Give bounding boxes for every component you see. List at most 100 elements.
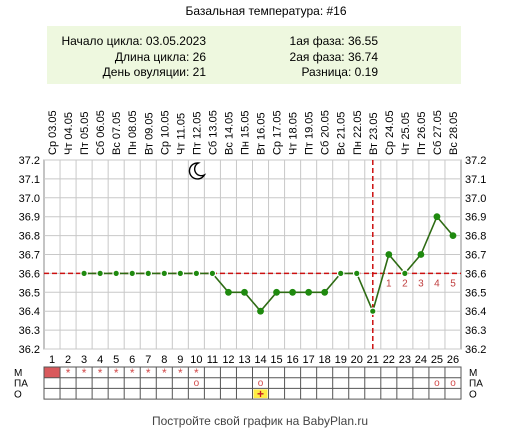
y-tick-label-right: 36.3 (465, 325, 486, 337)
day-number: 5 (113, 354, 119, 366)
data-point (176, 269, 185, 278)
date-label: Сб 06.05 (95, 110, 107, 155)
day-number: 6 (129, 354, 135, 366)
data-point (128, 269, 137, 278)
day-number: 10 (190, 354, 202, 366)
day-number: 17 (303, 354, 315, 366)
data-point (305, 288, 313, 296)
date-label: Вт 16.05 (256, 112, 268, 155)
date-label: Пн 22.05 (352, 110, 364, 155)
footer-link[interactable]: Постройте свой график на BabyPlan.ru (152, 414, 368, 428)
y-tick-label-right: 37.2 (465, 155, 486, 167)
date-label: Вт 23.05 (368, 112, 380, 155)
day-number: 2 (65, 354, 71, 366)
menses-cell-heavy (44, 367, 61, 378)
date-labels: Ср 03.05 Чт 04.05 Пт 05.05 Сб 06.05 Вс 07.05… (47, 110, 460, 155)
day-number: 21 (367, 354, 379, 366)
day-number: 20 (351, 354, 363, 366)
y-tick-label-left: 36.9 (19, 212, 40, 224)
y-tick-label-right: 36.2 (465, 344, 486, 356)
phase-difference: Разница: 0.19 (301, 65, 378, 79)
date-label: Сб 20.05 (320, 110, 332, 155)
day-number: 1 (49, 354, 55, 366)
day-number: 13 (238, 354, 250, 366)
date-label: Вс 14.05 (223, 112, 235, 155)
post-ovulation-label: 1 (386, 278, 392, 289)
phase-1: 1ая фаза: 36.55 (290, 34, 379, 48)
day-number: 18 (319, 354, 331, 366)
date-label: Ср 10.05 (159, 110, 171, 155)
y-tick-label-left: 36.7 (19, 250, 40, 262)
pa-circle: o (434, 378, 440, 389)
day-numbers: 1 2 3 4 5 6 7 8 9 10 11 12 13 14 15 16 17 18 19 20 21 22 23 24 2… (49, 354, 459, 366)
row-label-right: М (469, 368, 477, 379)
y-tick-label-right: 36.8 (465, 231, 486, 243)
date-label: Сб 13.05 (207, 110, 219, 155)
day-number: 14 (254, 354, 266, 366)
date-label: Вс 21.05 (336, 112, 348, 155)
row-label: ПА (14, 379, 28, 390)
data-point (433, 213, 441, 221)
ovulation-plus: + (257, 387, 264, 401)
data-point (321, 288, 329, 296)
post-ovulation-label: 5 (450, 278, 456, 289)
y-tick-label-right: 36.7 (465, 250, 486, 262)
y-tick-label-right: 36.6 (465, 268, 486, 280)
ovulation-test-cell (253, 389, 268, 399)
y-tick-label-left: 36.6 (19, 268, 40, 280)
day-number: 15 (270, 354, 282, 366)
data-point (208, 269, 217, 278)
date-label: Вт 09.05 (143, 112, 155, 155)
y-tick-label-left: 36.2 (19, 344, 40, 356)
row-label: О (14, 389, 22, 400)
data-point (289, 288, 296, 296)
y-tick-labels: 36.2 36.2 36.3 36.3 36.4 36.4 36.5 36.5 36.6 36.6… (19, 155, 487, 356)
ovulation-day: День овуляции: 21 (103, 65, 207, 79)
date-label: Пт 19.05 (304, 111, 316, 155)
day-number: 7 (145, 354, 151, 366)
menses-star: * (130, 366, 135, 380)
chart-title: Базальная температура: #16 (185, 4, 346, 18)
data-point (336, 269, 345, 278)
day-number: 12 (222, 354, 234, 366)
menses-star: * (66, 366, 71, 380)
menses-star: * (114, 366, 119, 380)
data-point (385, 251, 393, 258)
y-tick-label-right: 37.0 (465, 193, 486, 205)
pa-circle: o (194, 378, 200, 389)
post-ovulation-label: 2 (402, 278, 408, 289)
y-tick-label-left: 37.0 (19, 193, 40, 205)
data-point (401, 269, 409, 278)
menses-star: * (194, 366, 199, 380)
day-number: 3 (81, 354, 87, 366)
data-point (192, 269, 201, 278)
y-tick-label-right: 36.9 (465, 212, 486, 224)
data-point (417, 251, 425, 258)
y-tick-label-left: 37.1 (19, 174, 40, 186)
day-number: 25 (431, 354, 443, 366)
reference-lines (44, 160, 461, 349)
pa-circle: o (450, 378, 456, 389)
grid (43, 159, 462, 350)
date-label: Вс 28.05 (448, 112, 460, 155)
date-label: Пн 15.05 (239, 110, 251, 155)
day-number: 16 (286, 354, 298, 366)
y-tick-label-right: 36.5 (465, 287, 486, 299)
date-label: Пт 12.05 (191, 111, 203, 155)
y-tick-label-left: 36.4 (19, 306, 40, 318)
pa-circle: o (258, 378, 264, 389)
data-point (225, 288, 232, 296)
cycle-length: Длина цикла: 26 (115, 50, 206, 64)
date-label: Пт 05.05 (79, 111, 91, 155)
date-label: Ср 17.05 (272, 110, 284, 155)
moon-icon (188, 162, 207, 180)
y-tick-label-left: 36.5 (19, 287, 40, 299)
row-label: М (14, 368, 22, 379)
y-tick-label-left: 36.8 (19, 231, 40, 243)
date-label: Вс 07.05 (111, 112, 123, 155)
y-tick-label-right: 37.1 (465, 174, 486, 186)
data-point (368, 307, 377, 316)
info-panel (47, 26, 461, 84)
